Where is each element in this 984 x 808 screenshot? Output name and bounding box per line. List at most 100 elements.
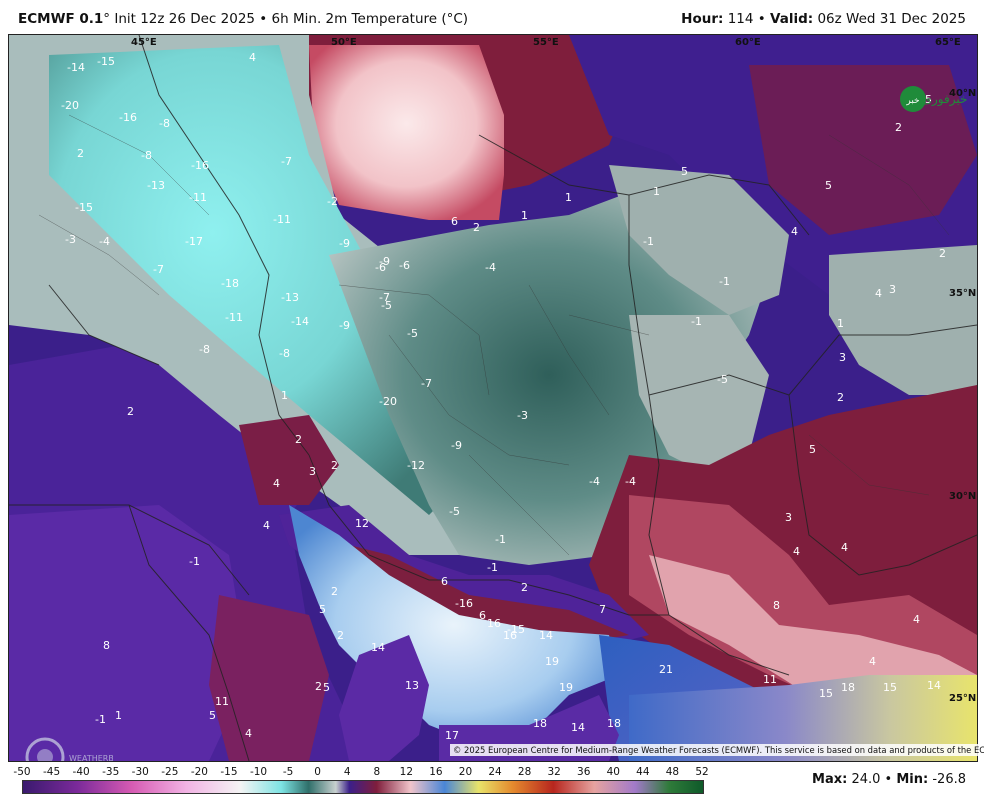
temperature-value: 2 (331, 585, 338, 598)
lon-label-45: 45°E (131, 37, 157, 48)
colorbar-tick: -5 (282, 766, 294, 778)
temperature-value: -6 (399, 259, 410, 272)
temperature-value: 5 (925, 93, 932, 106)
temperature-value: 6 (441, 575, 448, 588)
temperature-value-labels: -14 -15 4-20-16 -82 -8-13-16-15-11-3 -4 -17-7-… (61, 51, 946, 742)
temperature-value: 1 (565, 191, 572, 204)
min-label: Min: (896, 772, 929, 787)
colorbar (22, 780, 704, 794)
temperature-value: -14 (291, 315, 309, 328)
temperature-value: 16 (503, 629, 517, 642)
temperature-value: 15 (819, 687, 833, 700)
temperature-value: 18 (841, 681, 855, 694)
temperature-value: 3 (785, 511, 792, 524)
temperature-value: 18 (607, 717, 621, 730)
temperature-value: -15 (97, 55, 115, 68)
colorbar-tick: 36 (577, 766, 591, 778)
temperature-value: 19 (559, 681, 573, 694)
temperature-value: 2 (295, 433, 302, 446)
min-value: -26.8 (932, 772, 966, 787)
colorbar-tick: 24 (488, 766, 502, 778)
lon-label-50: 50°E (331, 37, 357, 48)
colorbar-tick: -35 (102, 766, 120, 778)
colorbar-tick: -25 (161, 766, 179, 778)
arabia-inner (9, 505, 249, 761)
temperature-value: -9 (339, 319, 350, 332)
temperature-value: -7 (153, 263, 164, 276)
temperature-value: 4 (245, 727, 252, 740)
temperature-value: -11 (189, 191, 207, 204)
lat-label-30: 30°N (949, 491, 976, 502)
temperature-value: 18 (533, 717, 547, 730)
temperature-value: 6 (451, 215, 458, 228)
temperature-value: -8 (199, 343, 210, 356)
svg-text:خبر: خبر (905, 96, 919, 106)
temperature-value: 12 (355, 517, 369, 530)
temperature-value: -11 (273, 213, 291, 226)
persian-gulf (289, 505, 619, 745)
colorbar-tick: 40 (606, 766, 620, 778)
colorbar-tick: -15 (220, 766, 238, 778)
init-description: ° Init 12z 26 Dec 2025 • 6h Min. 2m Temp… (103, 11, 469, 27)
kuwait-warm (239, 415, 339, 505)
temperature-value: 21 (659, 663, 673, 676)
temperature-value: 4 (263, 519, 270, 532)
temperature-value: -9 (379, 255, 390, 268)
temperature-value: 4 (841, 541, 848, 554)
temperature-map[interactable]: 45°E 50°E 55°E 60°E 65°E 40°N 35°N 30°N … (8, 34, 978, 762)
temperature-value: 19 (545, 655, 559, 668)
temperature-value: -3 (65, 233, 76, 246)
weatherbell-icon: WEATHERBELL (25, 737, 128, 761)
colorbar-tick: 20 (458, 766, 473, 778)
temperature-value: 5 (323, 681, 330, 694)
temperature-value: 14 (371, 641, 385, 654)
colorbar-tick: 32 (547, 766, 561, 778)
temperature-value: 2 (473, 221, 480, 234)
temperature-value: 2 (331, 459, 338, 472)
temperature-value: -11 (225, 311, 243, 324)
temperature-value: -4 (625, 475, 636, 488)
news-logo-icon: خبر خبرفوری (900, 86, 967, 112)
temperature-value: 2 (521, 581, 528, 594)
temperature-value: -16 (455, 597, 473, 610)
temperature-value: 16 (487, 617, 501, 630)
temperature-value: -12 (407, 459, 425, 472)
temperature-value: -2 (327, 195, 338, 208)
news-logo: خبر خبرفوری (899, 79, 969, 119)
hour-value: 114 (727, 11, 754, 27)
temperature-value: -1 (719, 275, 730, 288)
colorbar-tick: 4 (343, 766, 351, 778)
colorbar-ticks: -50 -45 -40 -35 -30 -25 -20 -15 -10 -5 0 4 8 12 16 20 24… (13, 766, 708, 780)
temperature-value: 17 (445, 729, 459, 742)
map-canvas[interactable]: 45°E 50°E 55°E 60°E 65°E 40°N 35°N 30°N … (9, 35, 977, 761)
temperature-value: -13 (147, 179, 165, 192)
temperature-value: -1 (189, 555, 200, 568)
temperature-value: -18 (221, 277, 239, 290)
temperature-value: -4 (485, 261, 496, 274)
temperature-value: -5 (449, 505, 460, 518)
temperature-value: 5 (809, 443, 816, 456)
temperature-value: 4 (913, 613, 920, 626)
temperature-value: 11 (763, 673, 777, 686)
temperature-value: 2 (337, 629, 344, 642)
max-min-readout: Max: 24.0 • Min: -26.8 (812, 772, 966, 787)
temperature-value: -7 (281, 155, 292, 168)
temperature-value: 3 (309, 465, 316, 478)
temperature-value: -16 (191, 159, 209, 172)
temperature-value: 5 (319, 603, 326, 616)
temperature-value: 1 (653, 185, 660, 198)
temperature-value: 1 (837, 317, 844, 330)
colorbar-tick: 44 (636, 766, 650, 778)
temperature-value: -8 (159, 117, 170, 130)
temperature-value: -6 (375, 261, 386, 274)
temperature-value: -7 (379, 291, 390, 304)
temperature-value: -17 (185, 235, 203, 248)
temperature-value: 2 (895, 121, 902, 134)
lat-label-35: 35°N (949, 288, 976, 299)
temperature-value: 3 (839, 351, 846, 364)
map-title: ECMWF 0.1° Init 12z 26 Dec 2025 • 6h Min… (18, 11, 468, 27)
temperature-value: 8 (103, 639, 110, 652)
temperature-value: 2 (837, 391, 844, 404)
temperature-value: 5 (681, 165, 688, 178)
temperature-value: -5 (381, 299, 392, 312)
